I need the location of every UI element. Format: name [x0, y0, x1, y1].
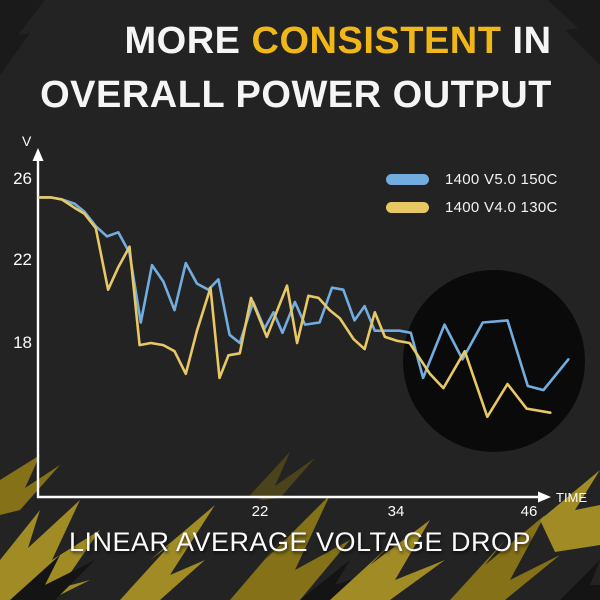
legend-swatch-blue-icon — [386, 173, 429, 185]
y-axis-arrow-icon — [32, 148, 44, 161]
legend-label: 1400 V5.0 150C — [445, 170, 558, 188]
y-tick-label: 18 — [13, 333, 32, 352]
lightning-bolt-icon — [0, 500, 100, 600]
y-tick-label: 22 — [13, 250, 32, 269]
legend-item: 1400 V5.0 150C — [386, 165, 558, 193]
series-line-2 — [38, 196, 552, 419]
lightning-bolt-icon — [330, 520, 445, 600]
lightning-bolt-icon — [540, 470, 600, 552]
x-tick-label: 34 — [387, 503, 405, 520]
lightning-bolt-icon — [450, 515, 560, 600]
lightning-bolt-icon — [560, 560, 600, 600]
title-text: MORE — [124, 20, 252, 62]
title-text: IN — [501, 20, 552, 62]
corner-bolts — [0, 0, 600, 75]
lightning-bolt-icon — [300, 560, 380, 600]
lightning-bolt-icon — [10, 555, 95, 600]
chart-legend: 1400 V5.0 150C 1400 V4.0 130C — [386, 165, 558, 221]
lightning-bolt-icon — [250, 452, 315, 500]
legend-label: 1400 V4.0 130C — [445, 198, 558, 216]
title-line-1: MORE CONSISTENT IN — [38, 14, 600, 68]
lightning-bolt-icon — [0, 455, 60, 515]
bottom-bolts — [0, 452, 600, 600]
legend-item: 1400 V4.0 130C — [386, 193, 558, 221]
title-highlight: CONSISTENT — [251, 20, 502, 62]
lightning-bolt-icon — [120, 505, 215, 600]
y-tick-label: 26 — [13, 169, 32, 188]
lightning-bolt-icon — [230, 495, 350, 600]
highlight-circle — [403, 270, 585, 452]
x-axis-unit-label: TIME — [556, 490, 588, 505]
x-tick-label: 22 — [251, 503, 269, 520]
legend-swatch-yellow-icon — [386, 201, 429, 213]
title-line-2: OVERALL POWER OUTPUT — [40, 74, 552, 116]
x-axis-arrow-icon — [538, 491, 551, 503]
series-line-1 — [38, 196, 570, 392]
x-tick-label: 46 — [520, 503, 538, 520]
corner-bolt-icon — [0, 0, 45, 75]
corner-bolt-icon — [548, 0, 600, 65]
y-axis-unit-label: V — [22, 133, 32, 149]
series-lines — [38, 196, 570, 419]
chart-caption: LINEAR AVERAGE VOLTAGE DROP — [68, 527, 532, 557]
page-title: MORE CONSISTENT IN OVERALL POWER OUTPUT — [0, 14, 600, 122]
